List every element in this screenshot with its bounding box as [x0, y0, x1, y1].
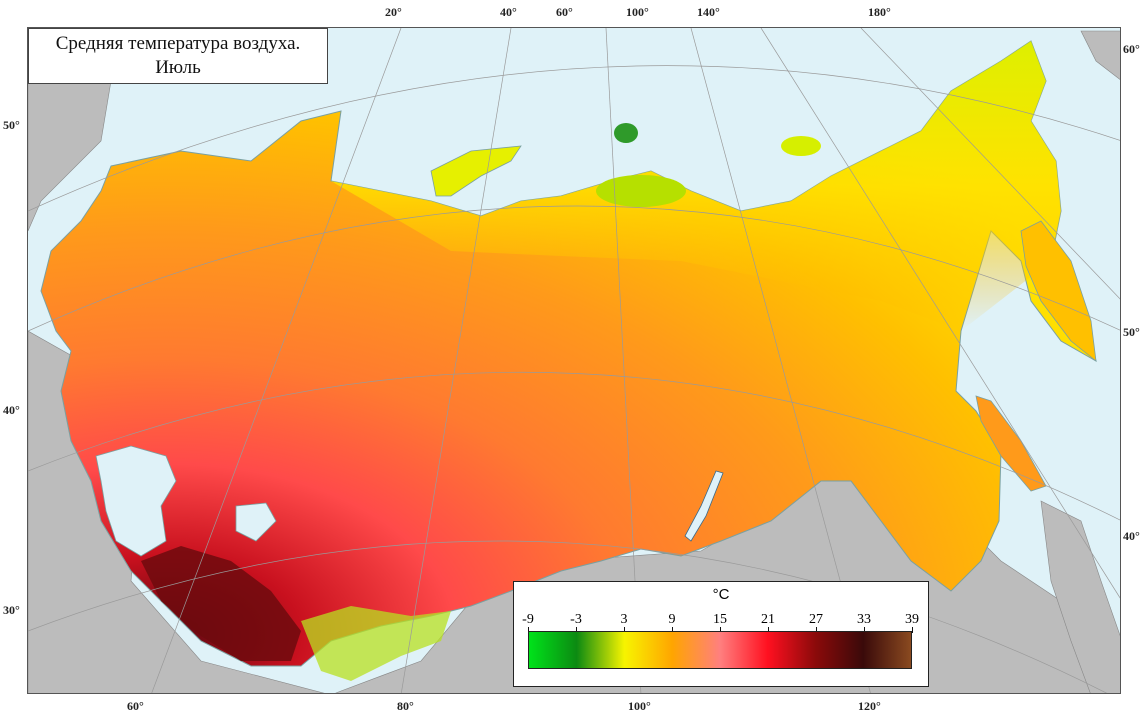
lon-label-120: 120° — [858, 699, 881, 713]
legend-tick-label: 3 — [620, 612, 628, 627]
legend-tick-mark — [816, 627, 817, 633]
kamchatka — [1020, 220, 1097, 362]
lat-label-right-50: 50° — [1123, 325, 1140, 339]
lon-label-100-bottom: 100° — [628, 699, 651, 713]
legend-tick-label: 33 — [857, 612, 871, 627]
legend-tick-mark — [720, 627, 721, 633]
legend-unit: °C — [712, 586, 730, 603]
hot-zone — [141, 546, 301, 661]
foreign-land-alaska — [1080, 30, 1120, 80]
taymyr-cool-area — [596, 175, 686, 207]
lake-baikal — [684, 470, 724, 542]
lon-label-60-bottom: 60° — [127, 699, 144, 713]
legend-tick-label: 9 — [668, 612, 676, 627]
lon-label-100-top: 100° — [626, 5, 649, 19]
lat-label-left-30: 30° — [3, 603, 20, 617]
legend-tick-mark — [912, 627, 913, 633]
legend-tick-label: -3 — [570, 612, 582, 627]
lon-label-180: 180° — [868, 5, 891, 19]
legend-colorbar — [528, 631, 912, 669]
lat-label-left-50: 50° — [3, 118, 20, 132]
legend-tick-mark — [576, 627, 577, 633]
graticule — [28, 28, 1120, 693]
sakhalin — [975, 395, 1047, 492]
legend-tick-label: -9 — [522, 612, 534, 627]
map-title-line2: Июль — [155, 57, 201, 78]
lat-label-right-60: 60° — [1123, 42, 1140, 56]
caspian-sea — [95, 445, 177, 557]
legend-tick-label: 27 — [809, 612, 823, 627]
new-siberian-islands — [781, 136, 821, 156]
foreign-land-japan — [1040, 500, 1120, 693]
north-cool-band — [331, 41, 1061, 331]
legend-tick-label: 39 — [905, 612, 919, 627]
legend-tick-mark — [672, 627, 673, 633]
legend-tick-mark — [528, 627, 529, 633]
lon-label-80: 80° — [397, 699, 414, 713]
lon-label-40: 40° — [500, 5, 517, 19]
legend-tick-mark — [864, 627, 865, 633]
aral-sea — [235, 502, 277, 542]
legend-tick-label: 15 — [713, 612, 727, 627]
franz-josef-land — [614, 123, 638, 143]
novaya-zemlya — [430, 145, 522, 197]
lon-label-140: 140° — [697, 5, 720, 19]
lat-label-right-40: 40° — [1123, 529, 1140, 543]
lon-label-20: 20° — [385, 5, 402, 19]
mountain-cool-zone — [301, 606, 451, 681]
map-title: Средняя температура воздуха. Июль — [28, 28, 328, 84]
legend-tick-mark — [624, 627, 625, 633]
lat-label-left-40: 40° — [3, 403, 20, 417]
map-title-line1: Средняя температура воздуха. — [55, 33, 301, 54]
temperature-legend: °C -9 -3 3 9 15 21 27 33 39 — [513, 581, 929, 687]
legend-tick-label: 21 — [761, 612, 775, 627]
lon-label-60-top: 60° — [556, 5, 573, 19]
legend-tick-mark — [768, 627, 769, 633]
